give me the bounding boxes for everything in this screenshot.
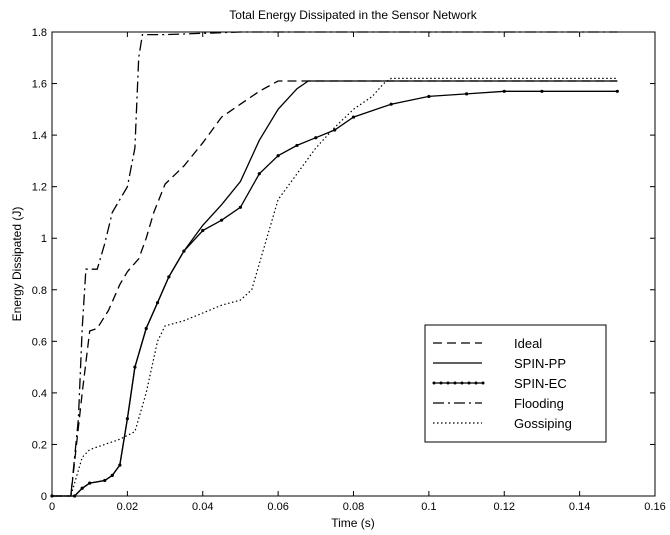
series-point-spin-ec: [103, 478, 107, 483]
legend-point-spin-ec: [432, 381, 436, 385]
series-point-spin-ec: [125, 417, 129, 421]
y-tick-label: 0.4: [32, 388, 47, 400]
x-tick-label: 0: [49, 501, 55, 513]
series-point-spin-ec: [80, 486, 84, 490]
series-point-spin-ec: [295, 143, 299, 148]
series-point-spin-ec: [333, 128, 337, 132]
series-point-spin-ec: [427, 94, 431, 99]
legend-point-spin-ec: [453, 381, 457, 385]
legend-label-gossiping: Gossiping: [514, 416, 572, 431]
x-tick-label: 0.16: [644, 501, 665, 513]
chart-title: Total Energy Dissipated in the Sensor Ne…: [229, 8, 477, 22]
legend-label-ideal: Ideal: [514, 336, 542, 351]
y-tick-label: 0.8: [32, 285, 47, 297]
legend-point-spin-ec: [446, 381, 450, 385]
series-point-spin-ec: [110, 473, 114, 477]
legend-point-spin-ec: [467, 381, 471, 385]
y-tick-label: 0.2: [32, 439, 47, 451]
x-tick-label: 0.08: [343, 501, 364, 513]
series-point-spin-ec: [615, 89, 619, 93]
series-line-gossiping: [52, 77, 618, 497]
x-tick-label: 0.1: [421, 501, 436, 513]
series-point-spin-ec: [182, 249, 186, 253]
series-point-spin-ec: [155, 301, 160, 305]
legend-label-spin-pp: SPIN-PP: [514, 356, 566, 371]
y-tick-label: 0: [41, 491, 47, 503]
y-axis: 0 0.2 0.4 0.6 0.8 1 1.2 1.4 1.6 1.8: [32, 27, 655, 503]
legend-point-spin-ec: [474, 381, 478, 385]
legend-point-spin-ec: [439, 381, 443, 385]
series-point-spin-ec: [276, 154, 280, 158]
y-tick-label: 1.2: [32, 182, 47, 194]
legend-label-spin-ec: SPIN-EC: [514, 376, 567, 391]
series-line-flooding: [52, 31, 618, 497]
series-point-spin-ec: [464, 92, 469, 96]
series-point-spin-ec: [133, 365, 137, 369]
series-line-spin-ec: [52, 90, 618, 497]
series-point-spin-ec: [389, 102, 393, 106]
x-tick-label: 0.14: [569, 501, 590, 513]
y-tick-label: 0.6: [32, 336, 47, 348]
legend-point-spin-ec: [481, 381, 485, 385]
series-point-spin-ec: [238, 205, 243, 209]
series-point-spin-ec: [257, 172, 261, 176]
series-point-spin-ec: [219, 218, 224, 222]
series-point-spin-ec: [167, 275, 171, 279]
x-axis: 0 0.02 0.04 0.06 0.08 0.1 0.12 0.14 0.16: [49, 32, 666, 513]
x-axis-title: Time (s): [331, 516, 375, 530]
x-tick-label: 0.12: [494, 501, 515, 513]
series-point-spin-ec: [118, 463, 122, 467]
series-point-spin-ec: [144, 326, 148, 331]
x-tick-label: 0.02: [117, 501, 138, 513]
y-tick-label: 1.8: [32, 27, 47, 39]
y-tick-label: 1.6: [32, 79, 47, 91]
legend-label-flooding: Flooding: [514, 396, 564, 411]
y-tick-label: 1.4: [32, 130, 47, 142]
series-point-spin-ec: [88, 481, 92, 485]
series-point-spin-ec: [314, 136, 318, 140]
series-point-spin-ec: [73, 494, 77, 498]
series-point-spin-ec: [502, 89, 506, 93]
y-axis-title: Energy Dissipated (J): [10, 207, 24, 322]
y-tick-label: 1: [41, 233, 47, 245]
series-layer: [50, 31, 619, 498]
legend-point-spin-ec: [460, 381, 464, 385]
legend: Ideal SPIN-PP SPIN-EC Flooding Gossiping: [424, 324, 607, 443]
x-tick-label: 0.04: [192, 501, 213, 513]
series-point-spin-ec: [351, 115, 356, 119]
series-point-spin-ec: [201, 228, 205, 233]
x-tick-label: 0.06: [267, 501, 288, 513]
series-point-spin-ec: [540, 89, 544, 93]
